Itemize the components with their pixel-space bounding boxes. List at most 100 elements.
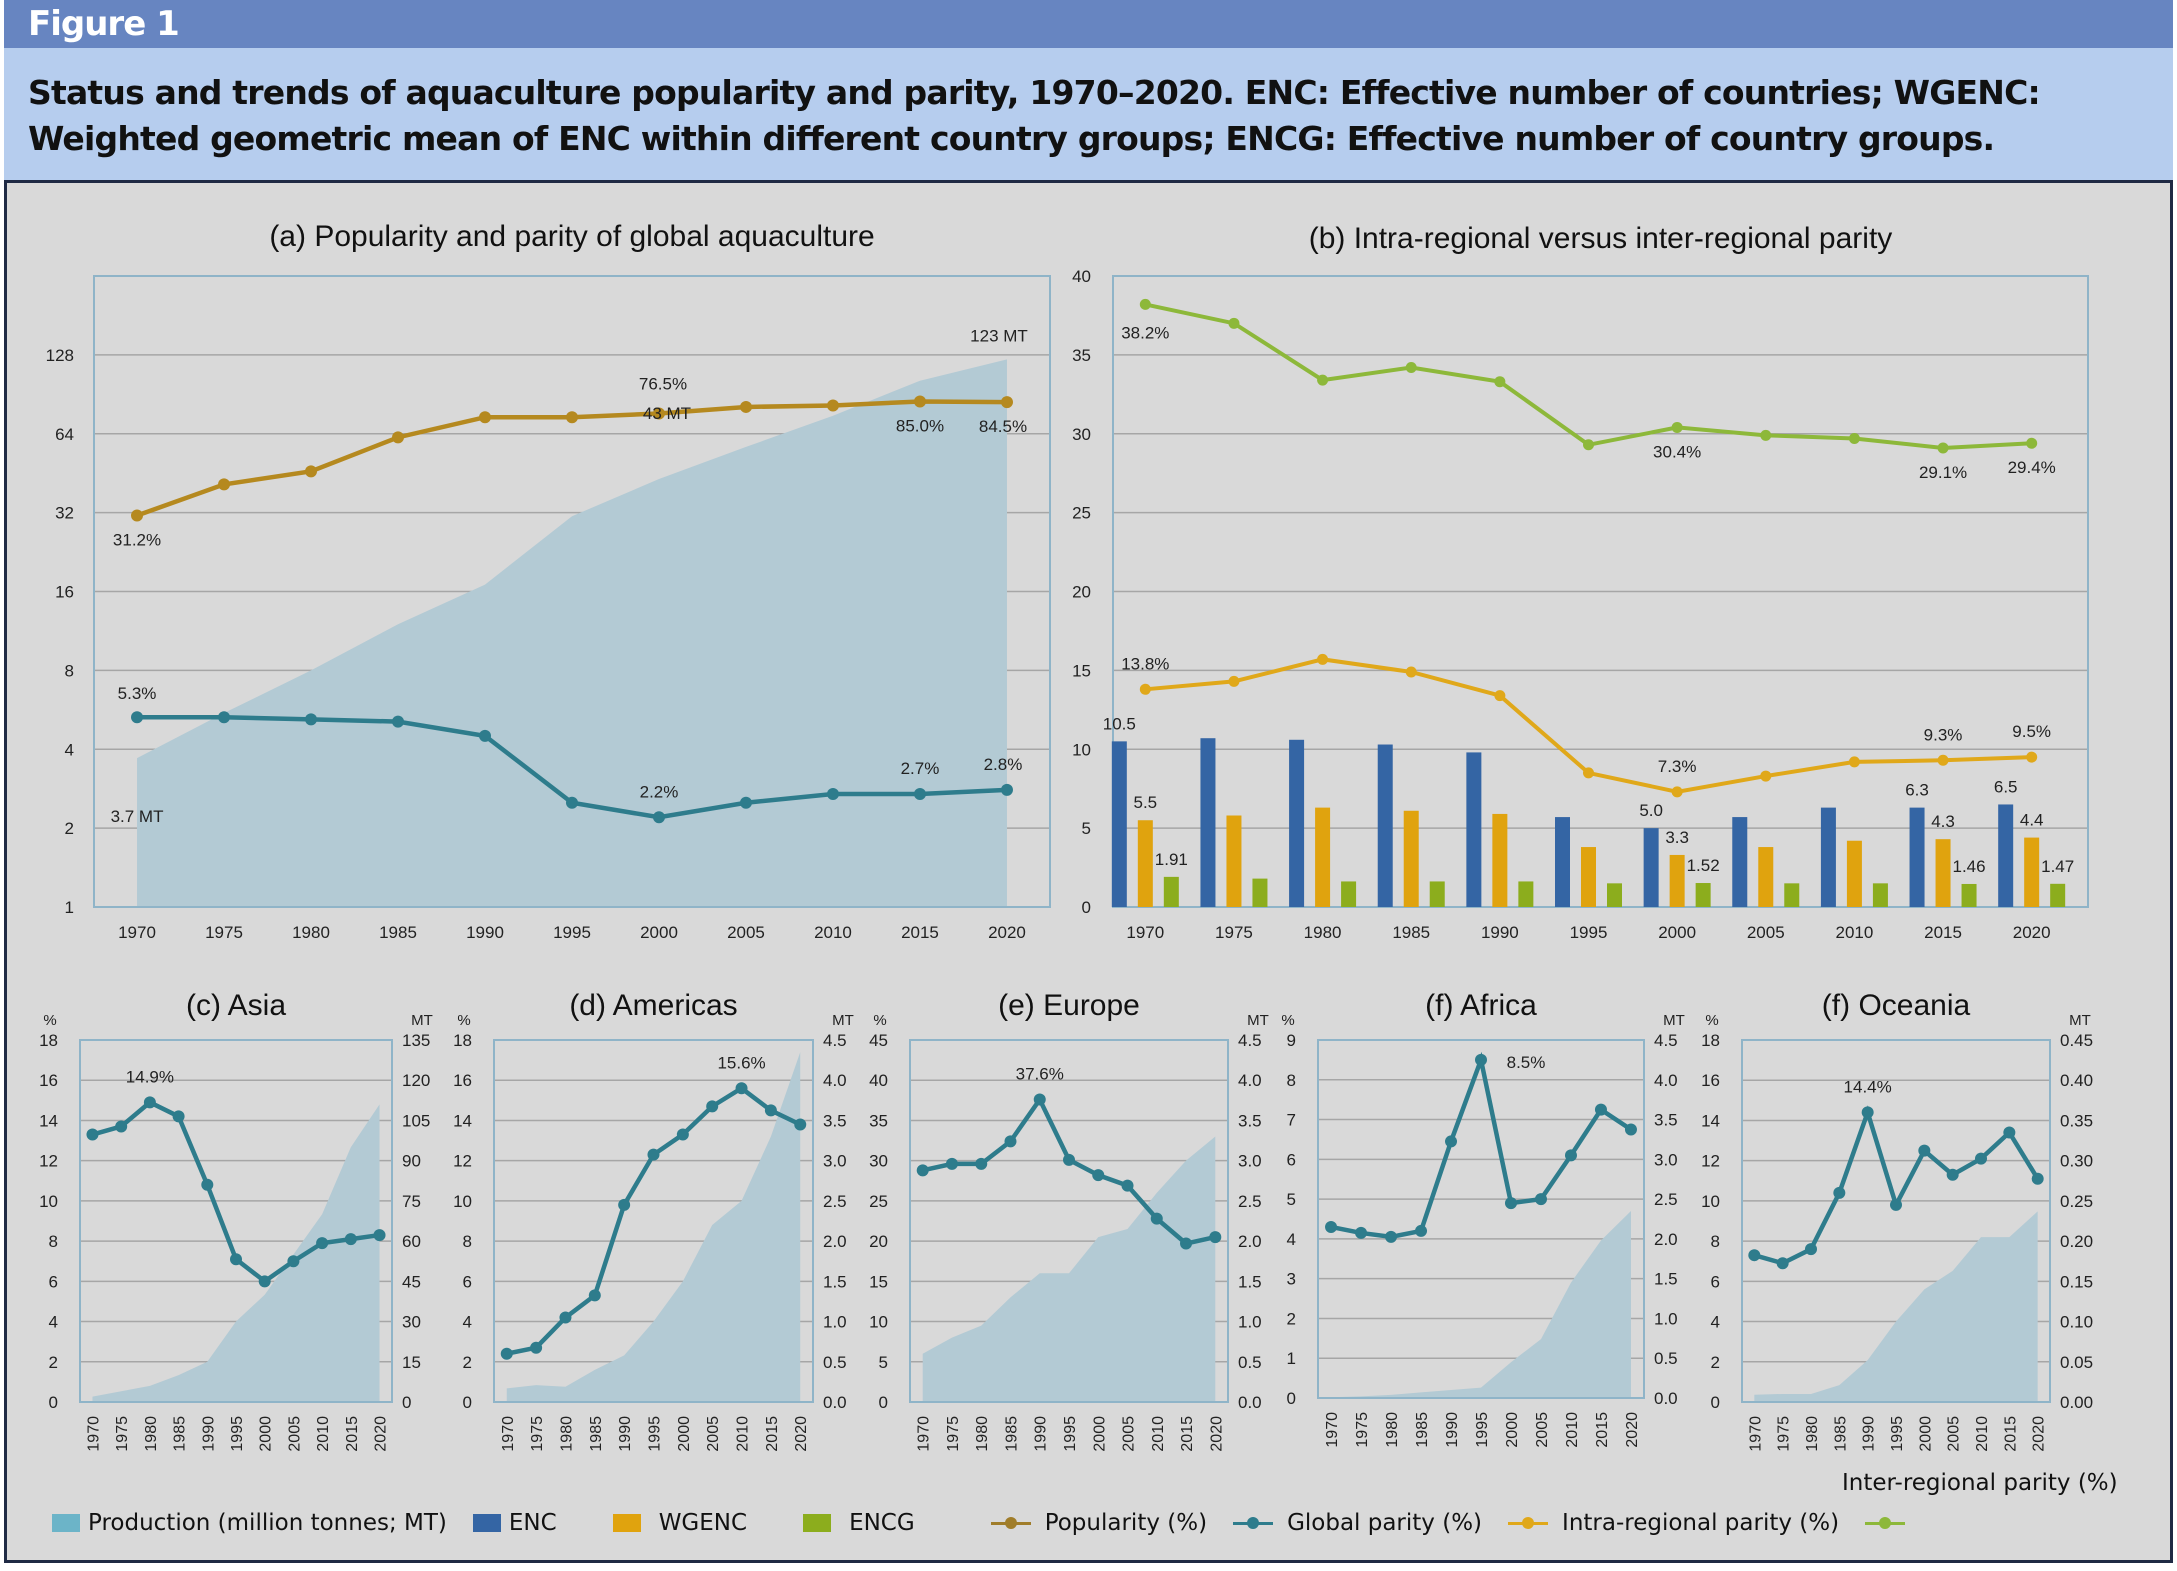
y-tick-label: 14 — [1701, 1111, 1720, 1130]
global-parity-point — [1325, 1220, 1338, 1233]
popularity-point — [913, 395, 926, 408]
y-tick-label-right: 0.0 — [1238, 1393, 1262, 1412]
legend-swatch-wgenc — [612, 1514, 641, 1532]
wgenc-bar — [1492, 813, 1508, 907]
inter-regional-point — [1405, 361, 1417, 373]
legend-swatch-production — [52, 1514, 80, 1532]
global-parity-point — [764, 1104, 777, 1117]
legend-label-intra-regional: Intra-regional parity (%) — [1562, 1510, 1840, 1536]
y-tick-label: 5 — [1287, 1190, 1296, 1209]
global-parity-point — [975, 1157, 988, 1170]
x-tick-label: 1980 — [1384, 1412, 1401, 1448]
global-parity-point — [1594, 1103, 1607, 1116]
popularity-point — [566, 411, 578, 424]
legend-item-enc: ENC — [472, 1510, 557, 1536]
x-tick-label: 2000 — [258, 1416, 275, 1452]
y-tick-label: 15 — [869, 1272, 888, 1291]
intra-regional-point — [1583, 767, 1594, 779]
x-tick-label: 1975 — [114, 1416, 131, 1452]
x-tick-label: 1970 — [85, 1416, 102, 1452]
y-tick-label: 35 — [869, 1111, 888, 1130]
x-tick-label: 1970 — [500, 1416, 517, 1452]
data-label: 1.46 — [1952, 857, 1985, 876]
x-tick-label: 2015 — [1924, 923, 1962, 942]
data-label: 29.1% — [1919, 463, 1967, 482]
encg-bar — [1872, 883, 1888, 907]
data-label: 14.4% — [1844, 1077, 1892, 1096]
global-parity-point — [588, 1289, 601, 1302]
enc-bar — [1111, 741, 1127, 907]
popularity-point — [131, 509, 144, 522]
plot-frame — [909, 1039, 1229, 1403]
data-label: 1.52 — [1687, 856, 1720, 875]
y-tick-label-right: 0.15 — [2060, 1272, 2093, 1291]
x-tick-label: 2010 — [1150, 1416, 1167, 1452]
enc-bar — [1466, 752, 1482, 907]
y-tick-label: 9 — [1287, 1031, 1296, 1050]
data-label: 3.7 MT — [111, 807, 164, 826]
global-parity-point — [1890, 1198, 1902, 1211]
x-tick-label: 2010 — [735, 1416, 752, 1452]
y-tick-label-right: 0.5 — [823, 1353, 847, 1372]
global-parity-point — [1748, 1249, 1761, 1262]
chart-f-africa-title: (f) Africa — [1425, 989, 1537, 1022]
legend-label-encg: ENCG — [849, 1510, 915, 1536]
x-tick-label: 1975 — [1776, 1416, 1793, 1452]
y-axis-unit-left: % — [1705, 1012, 1718, 1029]
y-axis-unit-right: MT — [832, 1012, 854, 1029]
x-tick-label: 1985 — [379, 923, 417, 942]
data-label: 85.0% — [896, 416, 944, 435]
y-axis-unit-right: MT — [1663, 1012, 1685, 1029]
y-tick-label: 2 — [49, 1353, 58, 1372]
global-parity-point — [1534, 1193, 1547, 1206]
x-tick-label: 2015 — [1179, 1416, 1196, 1452]
wgenc-bar — [1315, 807, 1331, 907]
x-tick-label: 1975 — [945, 1416, 962, 1452]
y-tick-label-right: 0.0 — [1654, 1389, 1678, 1408]
legend-line-global-parity — [1233, 1516, 1274, 1529]
x-tick-label: 1980 — [292, 923, 330, 942]
y-tick-label-right: 135 — [402, 1031, 430, 1050]
y-tick-label-right: 0.40 — [2060, 1071, 2093, 1090]
intra-regional-point — [1317, 653, 1329, 665]
x-tick-label: 1995 — [1570, 923, 1608, 942]
intra-regional-point — [1228, 675, 1240, 687]
y-tick-label: 5 — [879, 1353, 888, 1372]
x-tick-label: 2005 — [705, 1416, 722, 1452]
inter-regional-point — [1317, 374, 1329, 386]
x-tick-label: 2000 — [1504, 1412, 1521, 1448]
wgenc-bar — [1226, 815, 1242, 907]
figure-caption-box: Status and trends of aquaculture popular… — [4, 48, 2173, 180]
x-tick-label: 2015 — [764, 1416, 781, 1452]
global-parity-point — [316, 1237, 329, 1250]
x-tick-label: 2010 — [1564, 1412, 1581, 1448]
x-tick-label: 1975 — [1354, 1412, 1371, 1448]
global-parity-point — [500, 1347, 513, 1360]
production-area — [1754, 1211, 2038, 1402]
y-tick-label: 0 — [49, 1393, 58, 1412]
popularity-point — [826, 399, 839, 412]
data-label: 6.5 — [1994, 777, 2018, 796]
plot-frame — [79, 1039, 393, 1403]
data-label: 37.6% — [1016, 1065, 1064, 1084]
y-tick-label: 16 — [453, 1071, 472, 1090]
intra-regional-point — [1848, 756, 1860, 768]
y-tick-label: 10 — [1701, 1192, 1720, 1211]
global-parity-point — [1776, 1257, 1789, 1270]
y-tick-label-right: 1.5 — [1238, 1272, 1262, 1291]
global-parity-point — [1804, 1243, 1817, 1256]
x-tick-label: 1970 — [916, 1416, 933, 1452]
global-parity-point — [1861, 1106, 1874, 1119]
data-label: 14.9% — [126, 1067, 174, 1086]
x-tick-label: 1995 — [553, 923, 591, 942]
global-parity-point — [201, 1178, 214, 1191]
global-parity-point — [131, 711, 144, 724]
legend-item-intra-regional: Intra-regional parity (%) — [1508, 1510, 1839, 1536]
y-tick-label: 0 — [463, 1393, 472, 1412]
data-label: 3.3 — [1665, 828, 1689, 847]
data-label: 5.0 — [1639, 801, 1663, 820]
y-tick-label: 30 — [869, 1152, 888, 1171]
global-parity-point — [1063, 1153, 1075, 1166]
data-label: 76.5% — [639, 374, 687, 393]
popularity-point — [305, 465, 318, 478]
